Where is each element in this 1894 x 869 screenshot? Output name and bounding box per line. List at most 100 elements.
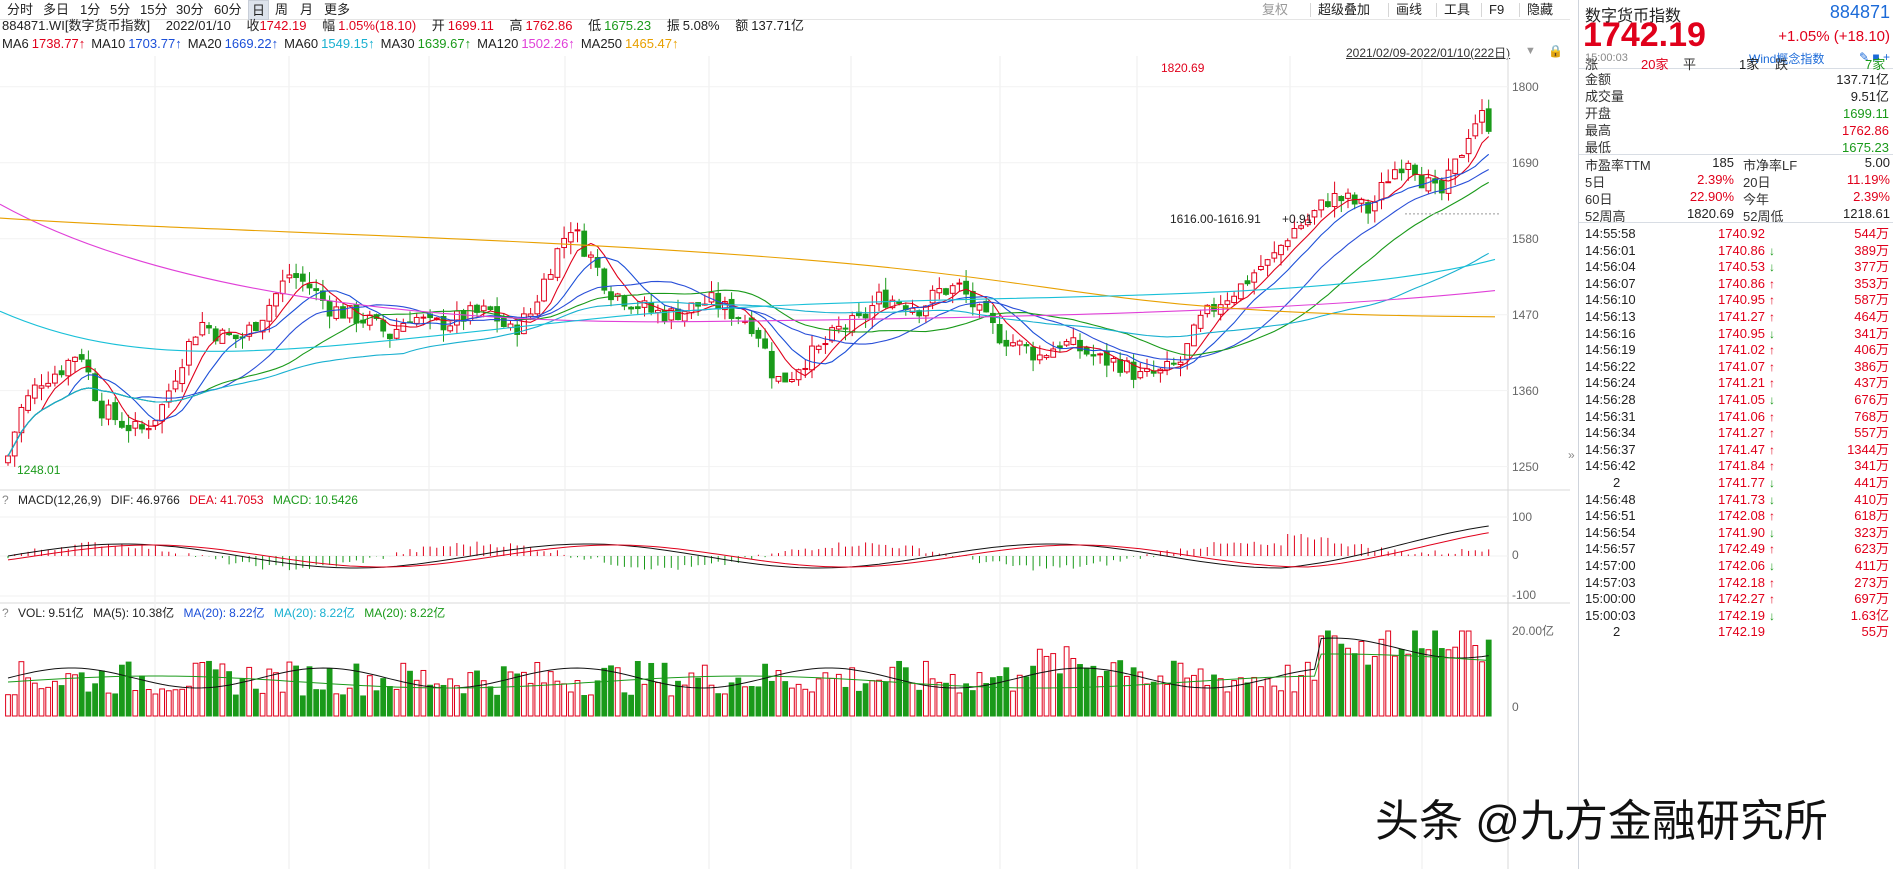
volume-bar <box>1472 645 1479 717</box>
tick-row[interactable]: 14:56:42 1741.84 ↑ 341万 <box>1579 456 1893 476</box>
tick-row[interactable]: 14:56:19 1741.02 ↑ 406万 <box>1579 340 1893 360</box>
candle-body <box>949 285 956 294</box>
candle-body <box>474 304 480 313</box>
tick-row[interactable]: 14:56:37 1741.47 ↑ 1344万 <box>1579 440 1893 460</box>
tick-row[interactable]: 14:56:10 1740.95 ↑ 587万 <box>1579 290 1893 310</box>
volume-bar <box>1030 665 1036 717</box>
volume-bar <box>1124 675 1130 717</box>
tick-row[interactable]: 15:00:00 1742.27 ↑ 697万 <box>1579 589 1893 609</box>
volume-bar <box>1083 667 1090 717</box>
toolbar-tool-button[interactable]: 画线 <box>1396 2 1423 17</box>
period-tab[interactable]: 周 <box>275 2 289 17</box>
period-tab[interactable]: 更多 <box>324 2 351 17</box>
tick-row[interactable]: 2 1741.77 ↓ 441万 <box>1579 473 1893 493</box>
candle-body <box>226 332 232 336</box>
edit-icon[interactable]: ✎ <box>1858 50 1870 64</box>
ma-label: MA10 <box>91 36 126 51</box>
volume-bar <box>1278 690 1284 717</box>
collapse-icon[interactable]: ? <box>2 606 9 620</box>
volume-bar <box>1485 639 1492 717</box>
chevron-down-icon[interactable]: ▼ <box>1525 45 1536 57</box>
expand-sidebar-icon[interactable]: » <box>1568 448 1575 462</box>
candle-body <box>889 299 896 309</box>
tick-row[interactable]: 14:56:24 1741.21 ↑ 437万 <box>1579 373 1893 393</box>
dif-line <box>7 525 1489 569</box>
candle-body <box>1097 353 1103 356</box>
tick-row[interactable]: 14:56:34 1741.27 ↑ 557万 <box>1579 423 1893 443</box>
ma-label: MA30 <box>380 36 415 51</box>
volume-bar <box>139 675 145 717</box>
candle-body <box>1224 300 1231 305</box>
tick-row[interactable]: 14:56:51 1742.08 ↑ 618万 <box>1579 506 1893 526</box>
open-label: 开 <box>431 18 445 33</box>
period-tab[interactable]: 分时 <box>7 2 34 17</box>
period-tab[interactable]: 60分 <box>214 2 242 17</box>
lock-icon[interactable]: 🔒 <box>1548 44 1563 58</box>
price-change: +1.05% (+18.10) <box>1778 28 1890 45</box>
tick-row[interactable]: 2 1742.19 55万 <box>1579 622 1893 642</box>
ma-value: 1703.77↑ <box>128 36 182 51</box>
person-icon[interactable]: ■ <box>1872 50 1880 64</box>
tick-row[interactable]: 14:57:00 1742.06 ↓ 411万 <box>1579 556 1893 576</box>
tick-row[interactable]: 14:56:22 1741.07 ↑ 386万 <box>1579 357 1893 377</box>
tick-time: 14:56:07 <box>1585 275 1636 291</box>
tick-row[interactable]: 14:56:16 1740.95 ↓ 341万 <box>1579 324 1893 344</box>
period-tab[interactable]: 多日 <box>43 2 70 17</box>
concept-index-link[interactable]: Wind概念指数 <box>1749 52 1825 66</box>
stat-value: 1699.11 <box>1842 106 1889 121</box>
toolbar-tool-button[interactable]: 工具 <box>1444 2 1471 17</box>
tick-row[interactable]: 14:56:01 1740.86 ↓ 389万 <box>1579 241 1893 261</box>
candle-body <box>1412 164 1418 176</box>
volume-bar <box>956 692 963 717</box>
ma-value: 1738.77↑ <box>31 36 86 51</box>
toolbar-tool-button[interactable]: F9 <box>1489 2 1505 17</box>
tick-price: 1741.77 <box>1718 475 1765 490</box>
volume-bar <box>52 680 58 717</box>
tick-row[interactable]: 15:00:03 1742.19 ↓ 1.63亿 <box>1579 606 1893 626</box>
period-tab[interactable]: 月 <box>300 2 314 17</box>
period-tab[interactable]: 5分 <box>110 2 131 17</box>
date-range-selector[interactable]: 2021/02/09-2022/01/10(222日) <box>1346 46 1511 60</box>
volume-bar <box>1244 682 1251 717</box>
add-icon[interactable]: + <box>1882 50 1890 64</box>
tick-row[interactable]: 14:55:58 1740.92 544万 <box>1579 224 1893 244</box>
toolbar-separator <box>1310 3 1311 17</box>
tick-row[interactable]: 14:56:57 1742.49 ↑ 623万 <box>1579 539 1893 559</box>
vol-ma20b-label: MA(20): <box>273 606 317 620</box>
period-tab[interactable]: 日 <box>248 0 270 20</box>
volume-bar <box>1130 667 1137 717</box>
tick-row[interactable]: 14:56:13 1741.27 ↑ 464万 <box>1579 307 1893 327</box>
tick-row[interactable]: 14:56:31 1741.06 ↑ 768万 <box>1579 407 1893 427</box>
tick-row[interactable]: 14:57:03 1742.18 ↑ 273万 <box>1579 573 1893 593</box>
tick-volume: 389万 <box>1854 242 1889 258</box>
candle-body <box>762 338 769 349</box>
tick-row[interactable]: 14:56:48 1741.73 ↓ 410万 <box>1579 490 1893 510</box>
arrow-up-icon: ↑ <box>1769 343 1775 358</box>
close-value: 1742.19 <box>259 18 307 33</box>
collapse-icon[interactable]: ? <box>2 493 9 507</box>
period-tab[interactable]: 1分 <box>80 2 101 17</box>
toolbar-tool-button[interactable]: 隐藏 <box>1527 2 1554 17</box>
tick-volume: 411万 <box>1855 558 1889 573</box>
stat-row: 最高 1762.86 <box>1579 121 1893 141</box>
candle-body <box>789 379 795 382</box>
candle-body <box>1070 337 1077 345</box>
volume-bar <box>1150 681 1157 717</box>
valuation-label: 市盈率TTM <box>1585 158 1651 173</box>
tick-row[interactable]: 14:56:07 1740.86 ↑ 353万 <box>1579 274 1893 294</box>
tick-row[interactable]: 14:56:28 1741.05 ↓ 676万 <box>1579 390 1893 410</box>
candle-body <box>554 248 561 278</box>
range-measure-label: 1616.00-1616.91 <box>1170 212 1261 226</box>
dea-line <box>7 532 1489 568</box>
toolbar-tool-button[interactable]: 复权 <box>1262 2 1289 17</box>
toolbar-tool-button[interactable]: 超级叠加 <box>1318 2 1371 17</box>
volume-bar <box>782 681 789 717</box>
tick-row[interactable]: 14:56:04 1740.53 ↓ 377万 <box>1579 257 1893 277</box>
period-tab[interactable]: 15分 <box>140 2 168 17</box>
macd-title: MACD(12,26,9) <box>18 493 102 507</box>
tick-row[interactable]: 14:56:54 1741.90 ↓ 323万 <box>1579 523 1893 543</box>
volume-bar <box>856 690 862 717</box>
ma20-line <box>7 169 1489 457</box>
kline-chart[interactable] <box>0 0 1570 869</box>
period-tab[interactable]: 30分 <box>176 2 204 17</box>
